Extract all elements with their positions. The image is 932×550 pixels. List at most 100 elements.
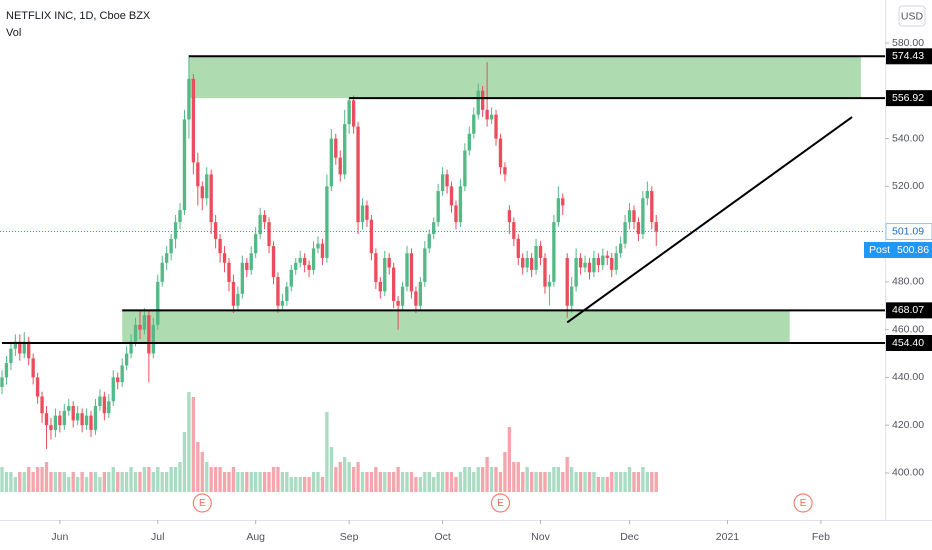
volume-bar xyxy=(650,472,654,492)
volume-bar xyxy=(351,467,356,492)
candle-body xyxy=(22,341,26,354)
candle-body xyxy=(142,315,147,330)
volume-bar xyxy=(641,467,645,492)
candle-body xyxy=(0,377,4,387)
earnings-marker xyxy=(490,493,511,513)
currency[interactable]: USD xyxy=(901,10,924,22)
candle-body xyxy=(556,198,560,223)
volume-bar xyxy=(414,477,418,492)
volume-bar xyxy=(116,472,120,492)
x-tick-label: Jun xyxy=(51,531,68,543)
x-tick-label: Oct xyxy=(434,531,450,543)
volume-bar xyxy=(423,472,427,492)
candle-body xyxy=(391,267,396,301)
volume-bar xyxy=(31,472,35,492)
candle-body xyxy=(129,341,133,354)
volume-pane xyxy=(0,392,658,492)
x-tick-label: 2021 xyxy=(716,531,740,543)
currency-box[interactable] xyxy=(898,5,926,27)
candle-body xyxy=(205,174,209,199)
candle-body xyxy=(178,210,182,223)
volume-bar xyxy=(285,472,289,492)
volume-bar xyxy=(298,477,302,492)
candle-body xyxy=(632,210,636,223)
earnings-label: E xyxy=(199,498,206,509)
candle-body xyxy=(521,257,525,268)
volume-bar xyxy=(347,462,351,492)
volume-bar xyxy=(570,467,574,492)
volume-bar xyxy=(521,472,525,492)
volume-bar xyxy=(605,477,609,492)
last-price-label: 501.09 xyxy=(892,225,924,237)
volume-bar xyxy=(547,472,552,492)
volume-bar xyxy=(494,467,498,492)
candle-body xyxy=(374,253,378,282)
volume-title: Vol xyxy=(6,27,21,39)
volume-bar xyxy=(209,467,213,492)
volume-bar xyxy=(18,472,22,492)
candle-body xyxy=(378,281,382,292)
volume-bar xyxy=(334,467,338,492)
candle-body xyxy=(245,262,249,270)
volume-bar xyxy=(565,457,569,492)
candle-body xyxy=(329,138,334,187)
volume-bar xyxy=(213,467,218,492)
candle-body xyxy=(334,138,338,158)
candle-body xyxy=(258,214,262,235)
candle-body xyxy=(316,243,320,249)
candle-body xyxy=(347,100,351,125)
x-tick-label: Feb xyxy=(812,531,830,543)
chart-title: NETFLIX INC, 1D, Cboe BZX xyxy=(6,10,151,22)
candle-body xyxy=(218,238,222,254)
candle-body xyxy=(285,286,289,301)
candle-body xyxy=(49,425,53,430)
candle-body xyxy=(476,90,480,115)
volume-bar xyxy=(142,467,147,492)
y-tick-label: 520.00 xyxy=(892,180,924,192)
candle-body xyxy=(480,90,485,110)
volume-bar xyxy=(400,472,405,492)
candle-body xyxy=(449,186,454,206)
volume-bar xyxy=(636,472,641,492)
level-tag xyxy=(886,335,932,352)
candle-body xyxy=(138,324,142,330)
volume-bar xyxy=(418,477,423,492)
volume-bar xyxy=(196,442,200,492)
volume-bar xyxy=(262,472,267,492)
candle-body xyxy=(249,253,253,270)
candle-body xyxy=(445,174,449,187)
volume-bar xyxy=(356,462,360,492)
volume-bar xyxy=(40,467,44,492)
candle-body xyxy=(534,246,538,270)
candle-body xyxy=(325,186,329,258)
volume-bar xyxy=(374,467,378,492)
candle-body xyxy=(4,363,9,378)
candle-body xyxy=(360,205,365,223)
candle-body xyxy=(587,262,592,273)
x-tick-label: Jul xyxy=(151,531,164,543)
volume-bar xyxy=(22,472,26,492)
candle-body xyxy=(561,198,565,206)
candle-body xyxy=(423,248,427,282)
volume-bar xyxy=(102,472,107,492)
volume-bar xyxy=(627,467,632,492)
volume-bar xyxy=(538,472,543,492)
candle-body xyxy=(231,281,236,306)
earnings-label: E xyxy=(800,498,807,509)
x-tick-label: Nov xyxy=(531,531,550,543)
candle-body xyxy=(454,205,458,223)
candle-body xyxy=(98,396,102,407)
volume-bar xyxy=(0,467,4,492)
volume-bar xyxy=(173,467,178,492)
x-tick-label: Dec xyxy=(620,531,639,543)
candle-body xyxy=(222,253,227,263)
candle-body xyxy=(276,277,280,306)
volume-bar xyxy=(587,472,592,492)
volume-bar xyxy=(89,472,93,492)
volume-bar xyxy=(360,472,365,492)
candle-body xyxy=(440,174,445,192)
level-tag-label: 454.40 xyxy=(892,337,924,349)
volume-bar xyxy=(187,392,191,492)
candle-body xyxy=(93,406,98,430)
volume-bar xyxy=(49,472,53,492)
